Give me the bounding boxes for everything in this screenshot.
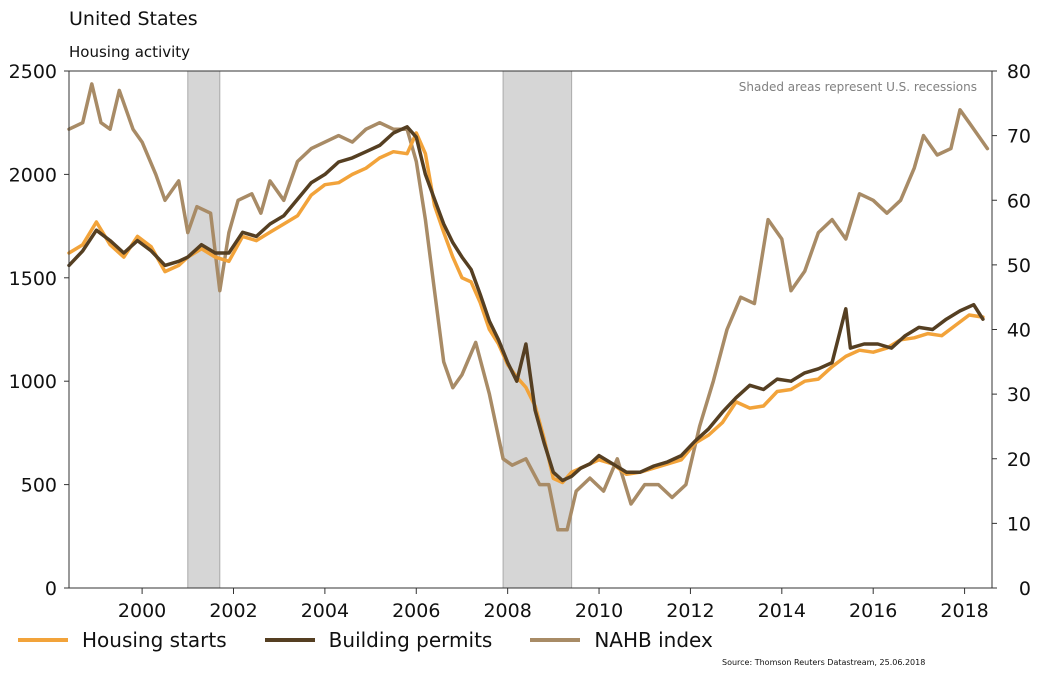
x-tick-label: 2016 bbox=[849, 600, 897, 622]
legend-swatch bbox=[18, 638, 68, 642]
y-right-tick-label: 50 bbox=[1007, 255, 1031, 277]
x-tick-label: 2012 bbox=[666, 600, 714, 622]
y-right-tick-label: 10 bbox=[1007, 513, 1031, 535]
y-right-tick-label: 60 bbox=[1007, 190, 1031, 212]
y-left-tick-label: 2000 bbox=[9, 164, 57, 186]
x-tick-label: 2000 bbox=[118, 600, 166, 622]
x-tick-label: 2004 bbox=[301, 600, 349, 622]
legend-item-nahb-index: NAHB index bbox=[530, 628, 713, 652]
x-tick-label: 2018 bbox=[940, 600, 988, 622]
recession-band bbox=[187, 70, 221, 589]
y-right-tick-label: 40 bbox=[1007, 320, 1031, 342]
x-tick-label: 2014 bbox=[758, 600, 806, 622]
x-tick-label: 2002 bbox=[209, 600, 257, 622]
legend-label: Housing starts bbox=[82, 628, 227, 652]
y-right-tick-label: 0 bbox=[1019, 578, 1031, 600]
legend-label: NAHB index bbox=[594, 628, 713, 652]
source-note: Source: Thomson Reuters Datastream, 25.0… bbox=[722, 658, 926, 667]
y-left-tick-label: 1000 bbox=[9, 371, 57, 393]
legend-item-building-permits: Building permits bbox=[264, 628, 493, 652]
y-left-tick-label: 1500 bbox=[9, 268, 57, 290]
chart-title: United States bbox=[69, 8, 198, 30]
y-right-tick-label: 80 bbox=[1007, 61, 1031, 83]
series-line-building-permits bbox=[67, 125, 985, 483]
legend-swatch bbox=[530, 638, 581, 642]
legend: Housing starts Building permits NAHB ind… bbox=[18, 628, 751, 652]
x-tick-label: 2006 bbox=[392, 600, 440, 622]
legend-swatch bbox=[264, 638, 315, 642]
legend-label: Building permits bbox=[328, 628, 493, 652]
y-left-tick-label: 500 bbox=[21, 475, 57, 497]
y-right-tick-label: 20 bbox=[1007, 449, 1031, 471]
chart-subtitle: Housing activity bbox=[69, 43, 191, 61]
series-lines bbox=[67, 82, 990, 532]
x-tick-label: 2010 bbox=[575, 600, 623, 622]
recession-band bbox=[502, 70, 573, 589]
y-axis-left: 0 500 1000 1500 2000 2500 bbox=[9, 61, 69, 600]
recession-shading bbox=[187, 70, 573, 589]
x-axis: 2000 2002 2004 2006 2008 2010 2012 2014 2016 2018 bbox=[118, 588, 989, 622]
legend-item-housing-starts: Housing starts bbox=[18, 628, 227, 652]
y-right-tick-label: 30 bbox=[1007, 384, 1031, 406]
recession-note: Shaded areas represent U.S. recessions bbox=[739, 80, 977, 94]
y-axis-right: 0 10 20 30 40 50 60 70 80 bbox=[992, 61, 1031, 600]
x-tick-label: 2008 bbox=[483, 600, 531, 622]
y-left-tick-label: 0 bbox=[45, 578, 57, 600]
y-right-tick-label: 70 bbox=[1007, 126, 1031, 148]
series-line-nahb-index bbox=[67, 82, 990, 532]
y-left-tick-label: 2500 bbox=[9, 61, 57, 83]
